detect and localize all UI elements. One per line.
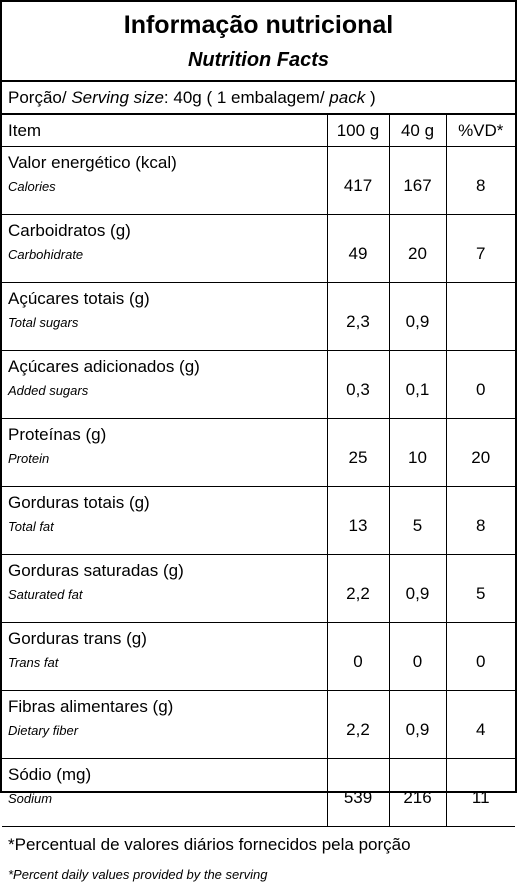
value-cell: 0 <box>388 622 447 691</box>
serving-text: pack <box>329 88 366 107</box>
nutrient-name-en: Dietary fiber <box>8 723 79 738</box>
value-cell: 2,2 <box>326 554 390 623</box>
nutrient-name: Gorduras totais (g) <box>8 493 150 512</box>
value-cell: 2,3 <box>326 282 390 351</box>
column-header: 100 g <box>326 114 390 147</box>
nutrient-row: Açúcares adicionados (g) Added sugars 0,3 0… <box>2 350 515 419</box>
nutrient-name: Sódio (mg) <box>8 765 92 784</box>
nutrient-cell: Carboidratos (g) Carbohidrate <box>2 214 328 283</box>
nutrient-row: Gorduras totais (g) Total fat 13 5 8 <box>2 486 515 555</box>
value-cell: 0 <box>445 622 515 691</box>
title: Informação nutricional <box>123 11 394 39</box>
value-cell: 20 <box>388 214 447 283</box>
column-header: %VD* <box>445 114 515 147</box>
header-row: Item 100 g 40 g %VD* <box>2 114 515 147</box>
value-cell: 167 <box>388 146 447 215</box>
column-header: 40 g <box>388 114 447 147</box>
value-cell: 0,3 <box>326 350 390 419</box>
value-cell: 13 <box>326 486 390 555</box>
nutrient-name: Açúcares totais (g) <box>8 289 150 308</box>
value-cell: 0 <box>326 622 390 691</box>
nutrient-name-en: Carbohidrate <box>8 247 84 262</box>
serving-text: : 40g ( 1 embalagem/ <box>163 88 330 107</box>
nutrient-cell: Gorduras totais (g) Total fat <box>2 486 328 555</box>
nutrient-row: Proteínas (g) Protein 25 10 20 <box>2 418 515 487</box>
nutrient-cell: Gorduras saturadas (g) Saturated fat <box>2 554 328 623</box>
header: Informação nutricional Nutrition Facts <box>2 2 515 82</box>
nutrient-cell: Açúcares totais (g) Total sugars <box>2 282 328 351</box>
nutrient-name-en: Calories <box>8 179 56 194</box>
serving-size: Porção/ Serving size: 40g ( 1 embalagem/… <box>2 82 515 114</box>
nutrient-name-en: Saturated fat <box>8 587 83 602</box>
serving-text: Porção/ <box>8 88 72 107</box>
value-cell: 0 <box>445 350 515 419</box>
value-cell: 5 <box>388 486 447 555</box>
subtitle: Nutrition Facts <box>187 49 330 71</box>
nutrient-cell: Gorduras trans (g) Trans fat <box>2 622 328 691</box>
nutrient-row: Gorduras saturadas (g) Saturated fat 2,2 0,… <box>2 554 515 623</box>
value-cell: 8 <box>445 486 515 555</box>
nutrient-row: Açúcares totais (g) Total sugars 2,3 0,9 <box>2 282 515 351</box>
nutrient-name: Gorduras trans (g) <box>8 629 147 648</box>
table-body: Item 100 g 40 g %VD* Valor energético (kcal)… <box>2 114 515 827</box>
value-cell: 0,9 <box>388 690 447 759</box>
value-cell: 49 <box>326 214 390 283</box>
serving-text: Serving size <box>71 88 164 107</box>
nutrient-name: Carboidratos (g) <box>8 221 131 240</box>
value-cell: 20 <box>445 418 515 487</box>
serving-text: ) <box>365 88 376 107</box>
nutrient-cell: Açúcares adicionados (g) Added sugars <box>2 350 328 419</box>
nutrient-cell: Proteínas (g) Protein <box>2 418 328 487</box>
nutrient-cell: Fibras alimentares (g) Dietary fiber <box>2 690 328 759</box>
column-header: Item <box>2 114 328 147</box>
value-cell: 2,2 <box>326 690 390 759</box>
nutrient-name: Açúcares adicionados (g) <box>8 357 200 376</box>
value-cell: 25 <box>326 418 390 487</box>
nutrient-name-en: Total sugars <box>8 315 79 330</box>
nutrient-name-en: Total fat <box>8 519 54 534</box>
value-cell: 8 <box>445 146 515 215</box>
nutrient-name: Fibras alimentares (g) <box>8 697 174 716</box>
nutrient-row: Fibras alimentares (g) Dietary fiber 2,2 0,… <box>2 690 515 759</box>
footnote-en: *Percent daily values provided by the se… <box>8 867 268 882</box>
nutrient-name-en: Protein <box>8 451 50 466</box>
nutrient-row: Valor energético (kcal) Calories 417 167 8 <box>2 146 515 215</box>
nutrient-row: Gorduras trans (g) Trans fat 0 0 0 <box>2 622 515 691</box>
value-cell: 5 <box>445 554 515 623</box>
nutrient-row: Carboidratos (g) Carbohidrate 49 20 7 <box>2 214 515 283</box>
value-cell <box>445 282 515 351</box>
value-cell: 0,9 <box>388 282 447 351</box>
nutrient-name-en: Trans fat <box>8 655 59 670</box>
value-cell: 0,9 <box>388 554 447 623</box>
value-cell: 10 <box>388 418 447 487</box>
nutrient-name: Gorduras saturadas (g) <box>8 561 184 580</box>
nutrient-cell: Valor energético (kcal) Calories <box>2 146 328 215</box>
footnote: *Percentual de valores diários fornecido… <box>8 835 411 854</box>
nutrient-name: Valor energético (kcal) <box>8 153 177 172</box>
nutrient-name: Proteínas (g) <box>8 425 107 444</box>
nutrient-name-en: Sodium <box>8 791 53 806</box>
nutrient-name-en: Added sugars <box>8 383 89 398</box>
footer: *Percentual de valores diários fornecido… <box>2 835 515 882</box>
value-cell: 417 <box>326 146 390 215</box>
value-cell: 7 <box>445 214 515 283</box>
nutrition-table: Item 100 g 40 g %VD* Valor energético (kcal)… <box>2 114 515 827</box>
value-cell: 4 <box>445 690 515 759</box>
value-cell: 0,1 <box>388 350 447 419</box>
